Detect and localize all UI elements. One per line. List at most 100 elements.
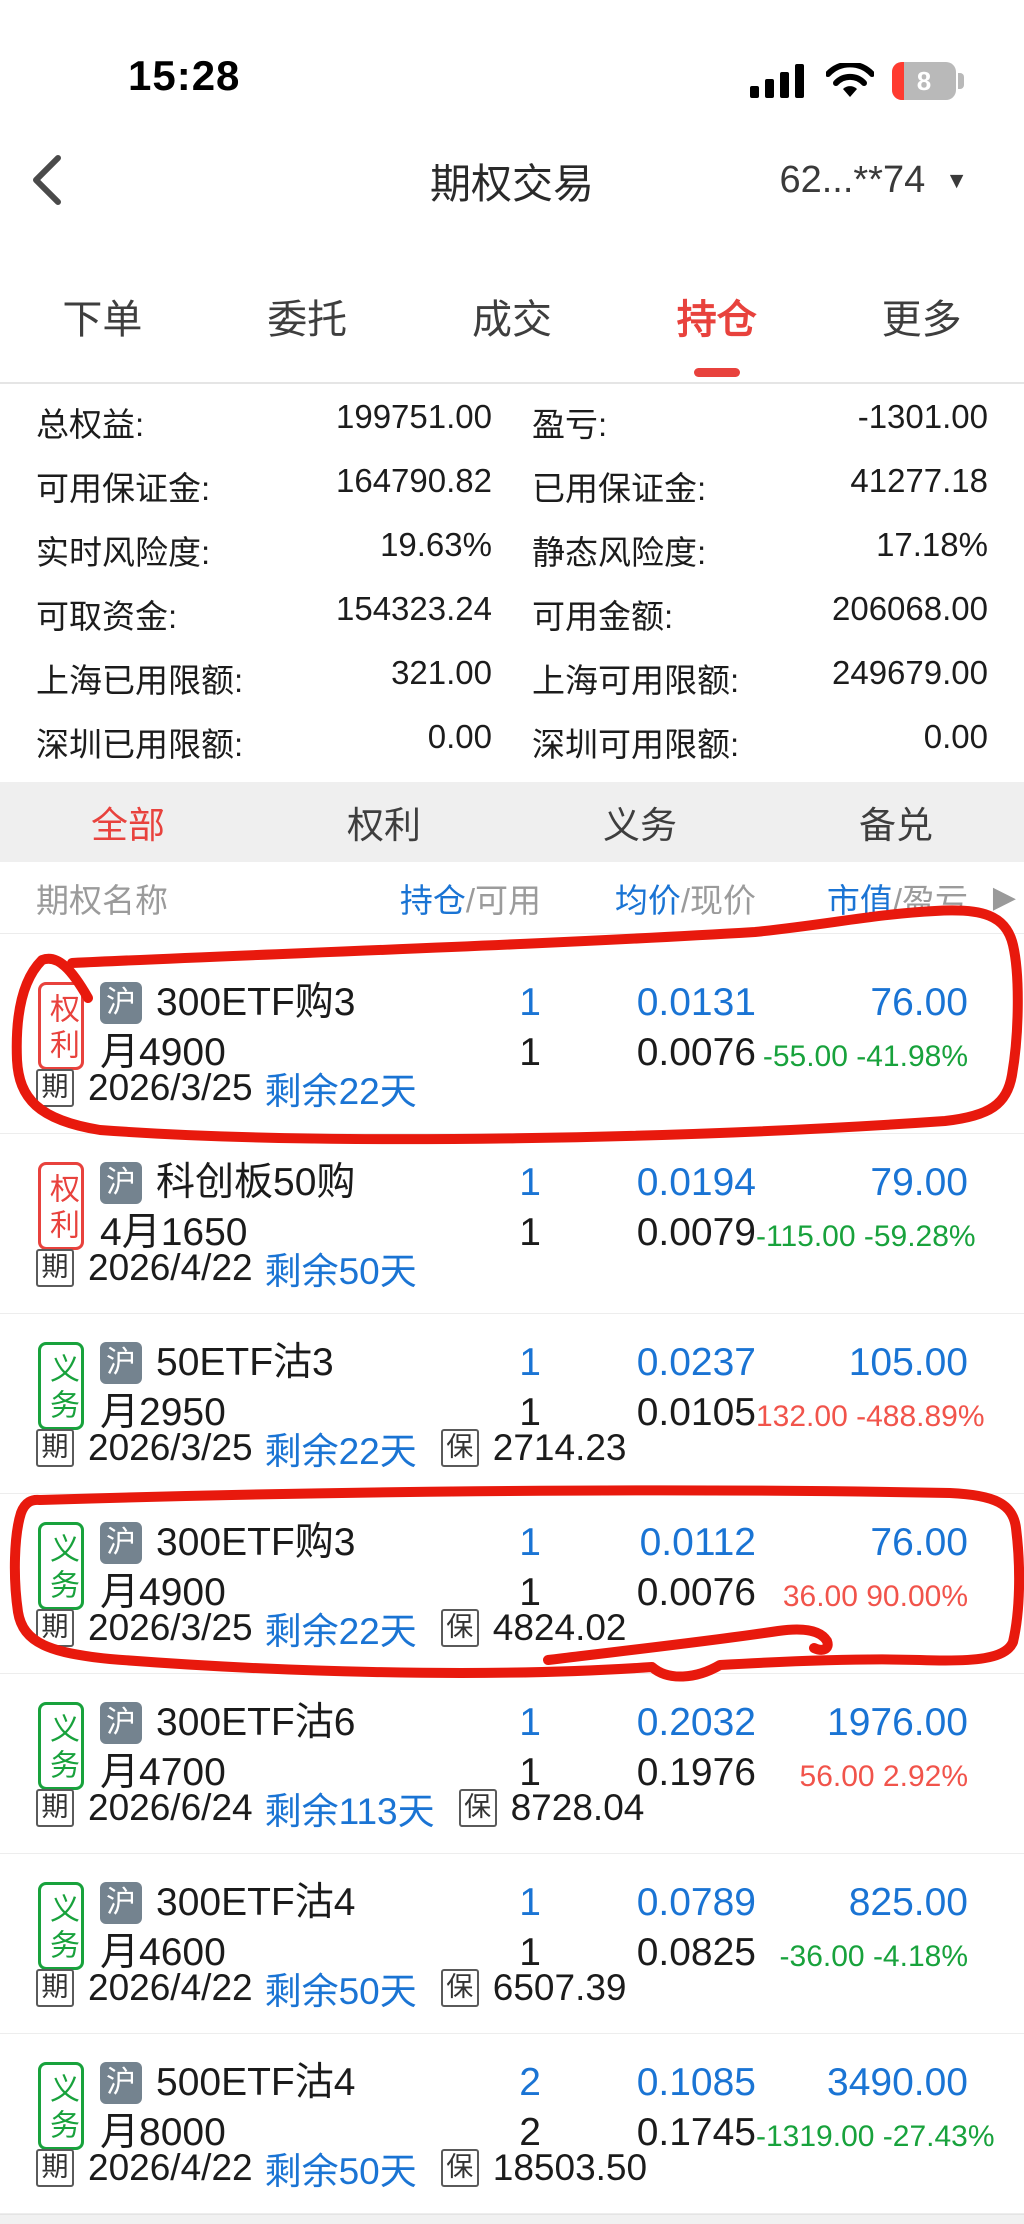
summary-row: 可用保证金: 164790.82 已用保证金: 41277.18 [36,454,988,518]
position-row[interactable]: 义务沪 300ETF沽4 月4600 1 1 0.0789 0.0825 825.00 -36… [0,1854,1024,2034]
last-price: 0.0079 [636,1211,756,1254]
status-bar: 15:28 8 [0,0,1024,110]
price-cell: 0.2032 0.1976 [541,1698,756,1798]
option-name: 500ETF沽4 月8000 [100,2061,356,2154]
margin-value: 2714.23 [492,1427,627,1468]
option-name-block: 沪 50ETF沽3 月2950 [100,1338,366,1438]
summary-cell: 静态风险度: 17.18% [532,526,988,574]
value-cell: 76.00 36.00 90.00% [756,1518,968,1617]
summary-cell: 上海已用限额: 321.00 [36,654,492,702]
back-button[interactable] [30,150,90,210]
filter-权利[interactable]: 权利 [347,805,421,846]
position-row[interactable]: 义务沪 50ETF沽3 月2950 1 1 0.0237 0.0105 105.00 132.… [0,1314,1024,1494]
available-qty: 1 [519,1391,541,1434]
battery-low-fill [892,62,904,100]
summary-row: 实时风险度: 19.63% 静态风险度: 17.18% [36,518,988,582]
summary-value: 206068.00 [832,590,988,627]
option-name-block: 沪科创板50购 4月1650 [100,1158,366,1258]
column-mv-pl[interactable]: 市值/盈亏 [756,874,968,922]
tab-成交[interactable]: 成交 [471,298,552,342]
days-remaining: 剩余22天 [264,1611,417,1652]
expiry-date: 2026/3/25 [88,1607,253,1648]
summary-cell: 实时风险度: 19.63% [36,526,492,574]
summary-label: 可取资金: [36,598,178,635]
profit-loss: -115.00 -59.28% [756,1220,976,1253]
option-name: 300ETF沽6 月4700 [100,1701,356,1794]
market-badge: 沪 [100,1702,142,1744]
margin-tag: 保 [440,1609,479,1647]
position-row[interactable]: 权利沪 300ETF购3 月4900 1 1 0.0131 0.0076 76.00 -55.… [0,934,1024,1134]
column-avg-last[interactable]: 均价/现价 [541,874,756,922]
profit-loss: -36.00 -4.18% [779,1940,968,1973]
value-cell: 3490.00 -1319.00 -27.43% [756,2058,995,2157]
profit-loss: -1319.00 -27.43% [756,2120,995,2153]
column-option-name[interactable]: 期权名称 [36,881,168,919]
position-qty: 1 [519,1701,541,1744]
expiry-date: 2026/4/22 [88,1247,253,1288]
tab-委托[interactable]: 委托 [267,298,348,342]
filter-全部[interactable]: 全部 [91,805,165,846]
price-cell: 0.1085 0.1745 [541,2058,756,2158]
days-remaining: 剩余50天 [264,1251,417,1292]
option-name-cell: 义务沪 500ETF沽4 月8000 [36,2058,366,2158]
expiry-line: 期 2026/3/25 剩余22天 [36,1061,417,1115]
summary-cell: 上海可用限额: 249679.00 [532,654,988,702]
available-qty: 1 [519,1751,541,1794]
expiry-line: 期 2026/4/22 剩余50天保 6507.39 [36,1961,627,2015]
margin-value: 18503.50 [492,2147,648,2188]
summary-label: 上海已用限额: [36,662,244,699]
margin-tag: 保 [440,1969,479,2007]
option-name-block: 沪 500ETF沽4 月8000 [100,2058,366,2158]
column-pl-label: /盈亏 [892,881,968,919]
filter-备兑[interactable]: 备兑 [859,805,933,846]
summary-row: 上海已用限额: 321.00 上海可用限额: 249679.00 [36,646,988,710]
position-row[interactable]: 义务沪 300ETF购3 月4900 1 1 0.0112 0.0076 76.00 36.0… [0,1494,1024,1674]
position-row[interactable]: 权利沪科创板50购 4月1650 1 1 0.0194 0.0079 79.00 -115.… [0,1134,1024,1314]
position-row-main: 义务沪 500ETF沽4 月8000 2 2 0.1085 0.1745 3490.00 -1… [36,2058,995,2158]
account-selector[interactable]: 62...**74 ▼ [779,159,968,202]
expiry-line: 期 2026/4/22 剩余50天 [36,1241,417,1295]
value-cell: 105.00 132.00 -488.89% [756,1338,985,1437]
summary-value: 249679.00 [832,654,988,691]
summary-cell: 可用保证金: 164790.82 [36,462,492,510]
more-columns-icon[interactable]: ▶ [992,880,1016,914]
tab-更多[interactable]: 更多 [881,298,962,342]
days-remaining: 剩余22天 [264,1431,417,1472]
option-name: 300ETF沽4 月4600 [100,1881,356,1974]
column-position-available[interactable]: 持仓/可用 [366,874,541,922]
position-row-main: 义务沪 300ETF沽6 月4700 1 1 0.2032 0.1976 1976.00 56… [36,1698,968,1798]
tab-持仓[interactable]: 持仓 [676,298,757,342]
days-remaining: 剩余50天 [264,2151,417,2192]
position-row[interactable]: 义务沪 300ETF沽6 月4700 1 1 0.2032 0.1976 1976.00 56… [0,1674,1024,1854]
expiry-tag: 期 [36,1429,74,1467]
option-name-cell: 义务沪 50ETF沽3 月2950 [36,1338,366,1438]
summary-label: 静态风险度: [532,534,707,571]
battery-percent: 8 [916,65,932,96]
position-row-main: 义务沪 300ETF沽4 月4600 1 1 0.0789 0.0825 825.00 -36… [36,1878,968,1978]
market-badge: 沪 [100,1882,142,1924]
option-name-cell: 义务沪 300ETF沽6 月4700 [36,1698,366,1798]
price-cell: 0.0789 0.0825 [541,1878,756,1978]
account-number: 62...**74 [779,158,926,201]
summary-label: 可用保证金: [36,470,211,507]
summary-cell: 深圳已用限额: 0.00 [36,718,492,766]
value-cell: 76.00 -55.00 -41.98% [756,978,968,1077]
summary-label: 实时风险度: [36,534,211,571]
market-value: 76.00 [870,981,968,1024]
value-cell: 1976.00 56.00 2.92% [756,1698,968,1797]
days-remaining: 剩余50天 [264,1971,417,2012]
position-row[interactable]: 义务沪 500ETF沽4 月8000 2 2 0.1085 0.1745 3490.00 -1… [0,2034,1024,2214]
filter-义务[interactable]: 义务 [603,805,677,846]
tab-下单[interactable]: 下单 [62,298,143,342]
expiry-line: 期 2026/3/25 剩余22天保 2714.23 [36,1421,627,1475]
summary-cell: 总权益: 199751.00 [36,398,492,446]
value-cell: 79.00 -115.00 -59.28% [756,1158,976,1257]
nav-bar: 期权交易 62...**74 ▼ [0,110,1024,250]
position-qty: 2 [519,2061,541,2104]
option-name-cell: 权利沪科创板50购 4月1650 [36,1158,366,1258]
summary-value: -1301.00 [857,398,988,435]
position-row-main: 义务沪 50ETF沽3 月2950 1 1 0.0237 0.0105 105.00 132.… [36,1338,985,1438]
expiry-tag: 期 [36,1609,74,1647]
